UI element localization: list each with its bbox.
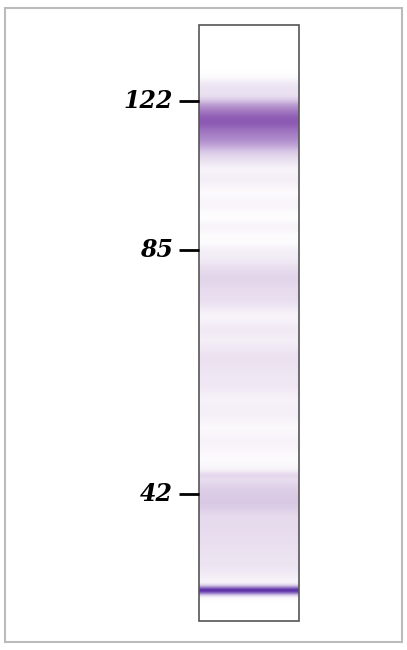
Bar [199,25,299,621]
Text: 85: 85 [140,239,173,262]
Text: 122: 122 [123,89,173,112]
Bar [199,25,299,621]
Text: 42: 42 [140,482,173,506]
